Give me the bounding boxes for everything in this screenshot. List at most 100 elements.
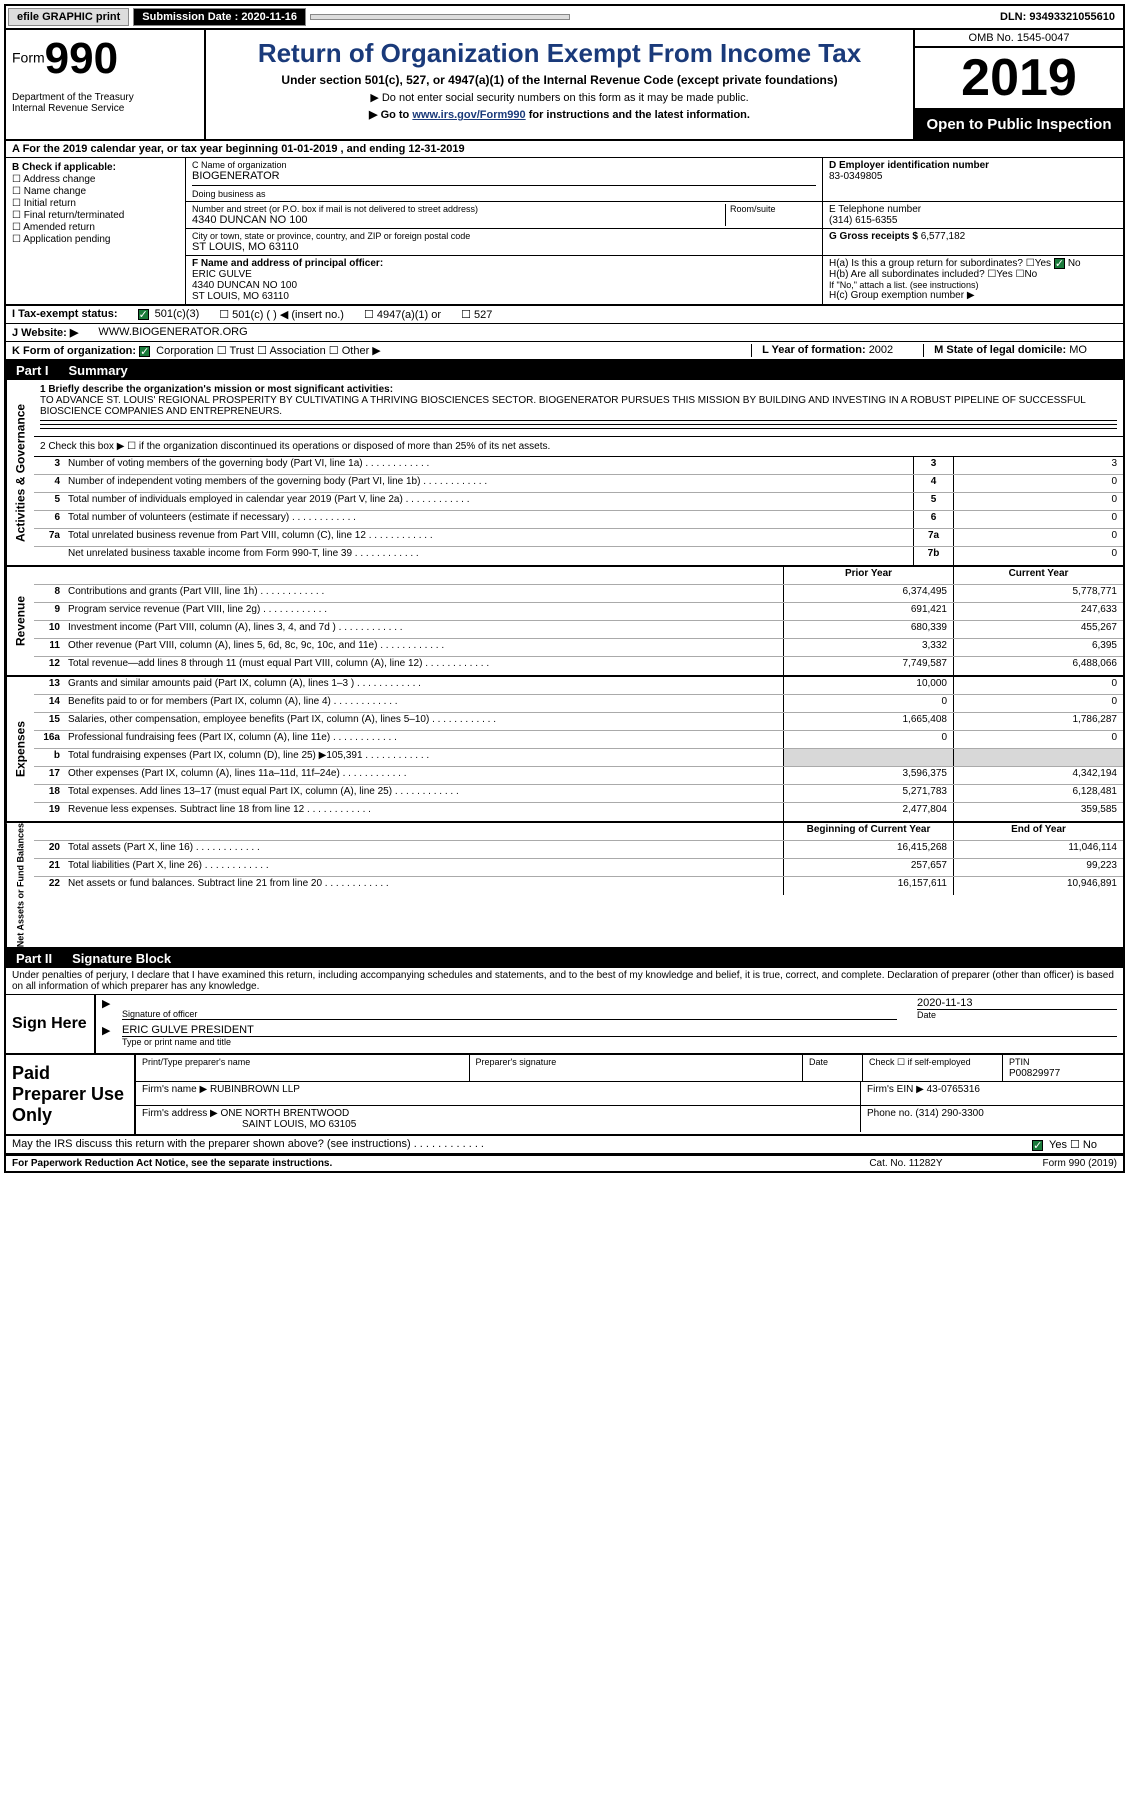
dln-label: DLN: 93493321055610 [1000,11,1121,23]
box-d: D Employer identification number 83-0349… [823,158,1123,201]
form-header: Form990 Department of the Treasury Inter… [6,30,1123,141]
row-a-text: A For the 2019 calendar year, or tax yea… [12,143,465,155]
table-row: Net unrelated business taxable income fr… [34,547,1123,565]
table-row: 17Other expenses (Part IX, column (A), l… [34,767,1123,785]
room-label: Room/suite [730,204,816,214]
part1-num: Part I [16,363,49,378]
col-headers: Prior Year Current Year [34,567,1123,585]
col-c-d: C Name of organization BIOGENERATOR Doin… [186,158,1123,304]
line1-text: TO ADVANCE ST. LOUIS' REGIONAL PROSPERIT… [40,395,1086,417]
chk-address-change[interactable]: ☐ Address change [12,174,179,185]
submission-date-button[interactable]: Submission Date : 2020-11-16 [133,8,306,26]
hb-label: H(b) Are all subordinates included? [829,269,985,280]
box-c-street: Number and street (or P.O. box if mail i… [186,202,823,228]
discuss-text: May the IRS discuss this return with the… [12,1138,1012,1151]
form-title: Return of Organization Exempt From Incom… [214,38,905,69]
revenue-vert-label: Revenue [6,567,34,675]
box-e: E Telephone number (314) 615-6355 [823,202,1123,228]
hb-note: If "No," attach a list. (see instruction… [829,280,1117,290]
website-value: WWW.BIOGENERATOR.ORG [98,326,247,339]
table-row: 21Total liabilities (Part X, line 26)257… [34,859,1123,877]
line-2: 2 Check this box ▶ ☐ if the organization… [34,437,1123,457]
officer-label: F Name and address of principal officer: [192,258,383,269]
gov-vert-label: Activities & Governance [6,380,34,565]
officer-addr1: 4340 DUNCAN NO 100 [192,280,297,291]
table-row: 4Number of independent voting members of… [34,475,1123,493]
gross-label: G Gross receipts $ [829,231,918,242]
dba-label: Doing business as [192,189,816,199]
form-990-number: 990 [45,34,118,84]
footer-left: For Paperwork Reduction Act Notice, see … [12,1158,332,1169]
firm-name-cell: Firm's name ▶ RUBINBROWN LLP [136,1082,861,1105]
box-b: B Check if applicable: ☐ Address change … [6,158,186,304]
form-subtitle: Under section 501(c), 527, or 4947(a)(1)… [214,73,905,87]
revenue-section: Revenue Prior Year Current Year 8Contrib… [6,567,1123,677]
tax-year: 2019 [915,48,1123,110]
chk-amended[interactable]: ☐ Amended return [12,222,179,233]
chk-name-change[interactable]: ☐ Name change [12,186,179,197]
officer-signature-field[interactable]: Signature of officer [122,997,897,1020]
blank-button[interactable] [310,14,570,20]
form-note-2: ▶ Go to www.irs.gov/Form990 for instruct… [214,108,905,121]
firm-phone-cell: Phone no. (314) 290-3300 [861,1106,1123,1132]
ptin-cell: PTIN P00829977 [1003,1055,1123,1081]
omb-number: OMB No. 1545-0047 [915,30,1123,48]
part1-title: Summary [69,363,128,378]
row-k-l-m: K Form of organization: Corporation ☐ Tr… [6,342,1123,361]
expenses-section: Expenses 13Grants and similar amounts pa… [6,677,1123,823]
form-note-1: ▶ Do not enter social security numbers o… [214,91,905,104]
netassets-section: Net Assets or Fund Balances Beginning of… [6,823,1123,949]
phone-label: E Telephone number [829,204,921,215]
form-990-page: efile GRAPHIC print Submission Date : 20… [4,4,1125,1173]
tax-status-label: I Tax-exempt status: [12,308,118,320]
box-f: F Name and address of principal officer:… [186,256,823,304]
discuss-yes[interactable] [1032,1140,1043,1151]
org-name: BIOGENERATOR [192,170,816,182]
table-row: 5Total number of individuals employed in… [34,493,1123,511]
sign-here-label: Sign Here [6,995,96,1053]
department-label: Department of the Treasury Internal Reve… [12,92,198,114]
sign-here-block: Sign Here ▶ Signature of officer 2020-11… [6,995,1123,1055]
table-row: 6Total number of volunteers (estimate if… [34,511,1123,529]
chk-corp[interactable] [139,346,150,357]
table-row: 18Total expenses. Add lines 13–17 (must … [34,785,1123,803]
ein-value: 83-0349805 [829,171,882,182]
table-row: 19Revenue less expenses. Subtract line 1… [34,803,1123,821]
irs-link[interactable]: www.irs.gov/Form990 [412,109,525,121]
street-label: Number and street (or P.O. box if mail i… [192,204,721,214]
inspection-label: Open to Public Inspection [915,110,1123,139]
self-employed-cell: Check ☐ if self-employed [863,1055,1003,1081]
domicile-label: M State of legal domicile: [934,344,1066,356]
row-j: J Website: ▶ WWW.BIOGENERATOR.ORG [6,324,1123,342]
part-1-header: Part I Summary [6,361,1123,380]
preparer-date-cell: Date [803,1055,863,1081]
line1-label: 1 Briefly describe the organization's mi… [40,384,393,395]
phone-value: (314) 615-6355 [829,215,897,226]
table-row: 12Total revenue—add lines 8 through 11 (… [34,657,1123,675]
efile-button[interactable]: efile GRAPHIC print [8,8,129,26]
sign-date-label: Date [917,1009,1117,1020]
firm-ein-cell: Firm's EIN ▶ 43-0765316 [861,1082,1123,1105]
ha-no-check[interactable] [1054,258,1065,269]
officer-addr2: ST LOUIS, MO 63110 [192,291,289,302]
year-formation-value: 2002 [869,344,893,356]
na-headers: Beginning of Current Year End of Year [34,823,1123,841]
preparer-sig-cell: Preparer's signature [470,1055,804,1081]
paid-preparer-block: Paid Preparer Use Only Print/Type prepar… [6,1055,1123,1134]
chk-initial-return[interactable]: ☐ Initial return [12,198,179,209]
table-row: 8Contributions and grants (Part VIII, li… [34,585,1123,603]
firm-name: RUBINBROWN LLP [210,1084,300,1095]
row-a-tax-year: A For the 2019 calendar year, or tax yea… [6,141,1123,158]
paid-prep-label: Paid Preparer Use Only [6,1055,136,1134]
chk-501c3[interactable] [138,309,149,320]
firm-ein: 43-0765316 [927,1084,980,1095]
chk-pending[interactable]: ☐ Application pending [12,234,179,245]
header-left: Form990 Department of the Treasury Inter… [6,30,206,139]
discuss-row: May the IRS discuss this return with the… [6,1134,1123,1155]
part2-num: Part II [16,951,52,966]
form-number: Form990 [12,34,198,84]
table-row: 7aTotal unrelated business revenue from … [34,529,1123,547]
note2-pre: ▶ Go to [369,109,412,121]
chk-final-return[interactable]: ☐ Final return/terminated [12,210,179,221]
table-row: 13Grants and similar amounts paid (Part … [34,677,1123,695]
